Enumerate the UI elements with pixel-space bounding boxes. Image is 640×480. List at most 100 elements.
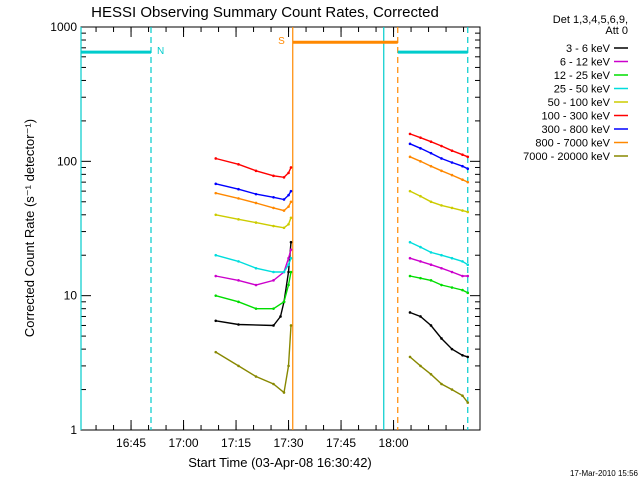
data-point bbox=[419, 147, 422, 150]
data-point bbox=[440, 283, 443, 287]
data-point bbox=[254, 307, 258, 310]
plot-frame bbox=[80, 26, 481, 431]
legend: Det 1,3,4,5,6,9,Att 0 3 - 6 keV 6 - 12 keV… bbox=[523, 14, 628, 163]
series-line bbox=[215, 192, 292, 212]
data-point bbox=[237, 187, 240, 191]
chart-title: HESSI Observing Summary Count Rates, Cor… bbox=[91, 4, 439, 21]
data-point bbox=[440, 266, 443, 270]
series-line bbox=[215, 325, 292, 394]
data-point bbox=[254, 221, 258, 224]
data-point bbox=[429, 263, 433, 267]
data-point bbox=[237, 197, 240, 200]
legend-label: 100 - 300 keV bbox=[542, 111, 611, 123]
series-line bbox=[215, 183, 292, 201]
y-tick-label: 1 bbox=[70, 423, 77, 437]
data-point bbox=[466, 210, 470, 214]
x-tick-label: 17:15 bbox=[221, 436, 251, 450]
data-point bbox=[289, 248, 293, 251]
data-point bbox=[408, 311, 412, 314]
data-point bbox=[419, 260, 422, 263]
data-point bbox=[440, 253, 443, 257]
series-line bbox=[215, 157, 292, 179]
data-point bbox=[450, 388, 454, 391]
data-point bbox=[282, 226, 286, 230]
data-point bbox=[287, 193, 290, 197]
data-point bbox=[461, 288, 464, 292]
data-point bbox=[287, 256, 290, 260]
data-point bbox=[429, 279, 433, 282]
y-tick-label: 10 bbox=[64, 289, 78, 303]
data-point bbox=[214, 213, 218, 217]
data-point bbox=[289, 216, 293, 220]
data-point bbox=[429, 251, 433, 254]
legend-label: 50 - 100 keV bbox=[548, 97, 611, 109]
series-line bbox=[409, 156, 469, 183]
data-point bbox=[272, 270, 275, 274]
x-axis-label: Start Time (03-Apr-08 16:30:42) bbox=[188, 455, 372, 470]
data-point bbox=[282, 198, 286, 201]
data-point bbox=[287, 263, 290, 267]
data-point bbox=[450, 206, 454, 210]
data-point bbox=[237, 218, 240, 221]
data-point bbox=[461, 260, 464, 263]
y-tick-label: 100 bbox=[57, 154, 77, 168]
data-point bbox=[440, 382, 443, 386]
legend-header: Att 0 bbox=[605, 25, 628, 37]
series-line bbox=[409, 356, 469, 404]
data-point bbox=[450, 256, 454, 260]
data-point bbox=[466, 167, 470, 171]
data-point bbox=[419, 364, 422, 368]
data-point bbox=[272, 324, 275, 327]
data-point bbox=[461, 394, 464, 398]
data-point bbox=[287, 171, 290, 175]
data-point bbox=[450, 270, 454, 274]
data-point bbox=[282, 176, 286, 179]
series-line bbox=[215, 254, 292, 273]
data-point bbox=[466, 401, 470, 404]
series-line bbox=[409, 275, 469, 294]
data-point bbox=[461, 164, 464, 168]
data-point bbox=[237, 300, 240, 304]
data-point bbox=[408, 256, 412, 260]
data-point bbox=[214, 157, 218, 160]
data-point bbox=[408, 240, 412, 244]
series-line bbox=[409, 133, 469, 158]
data-point bbox=[466, 180, 470, 184]
flag-label: N bbox=[157, 46, 164, 57]
data-point bbox=[289, 240, 293, 244]
x-tick-label: 17:30 bbox=[274, 436, 304, 450]
series-line bbox=[409, 311, 469, 358]
data-point bbox=[214, 253, 218, 257]
data-point bbox=[419, 194, 422, 198]
data-point bbox=[419, 160, 422, 163]
data-point bbox=[289, 256, 293, 260]
data-point bbox=[287, 364, 290, 368]
data-point bbox=[272, 307, 275, 310]
data-point bbox=[272, 382, 275, 386]
data-point bbox=[282, 209, 286, 212]
data-point bbox=[289, 166, 293, 169]
data-point bbox=[466, 155, 470, 159]
data-point bbox=[289, 324, 293, 327]
data-point bbox=[450, 161, 454, 164]
data-point bbox=[272, 224, 275, 228]
legend-label: 6 - 12 keV bbox=[560, 57, 611, 69]
data-point bbox=[461, 353, 464, 357]
legend-label: 300 - 800 keV bbox=[542, 124, 611, 136]
data-point bbox=[450, 149, 454, 152]
flag-label: S bbox=[278, 36, 285, 47]
data-point bbox=[419, 245, 422, 249]
data-point bbox=[429, 372, 433, 376]
data-point bbox=[214, 350, 218, 354]
x-tick-label: 17:45 bbox=[326, 436, 356, 450]
series-line bbox=[409, 143, 469, 170]
data-point bbox=[408, 132, 412, 136]
legend-header: Det 1,3,4,5,6,9, bbox=[553, 14, 628, 26]
y-axis-label: Corrected Count Rate (s⁻¹ detector⁻¹) bbox=[22, 119, 37, 337]
legend-label: 3 - 6 keV bbox=[566, 43, 611, 55]
data-point bbox=[419, 276, 422, 280]
x-tick-label: 16:45 bbox=[116, 436, 146, 450]
data-point bbox=[289, 270, 293, 274]
